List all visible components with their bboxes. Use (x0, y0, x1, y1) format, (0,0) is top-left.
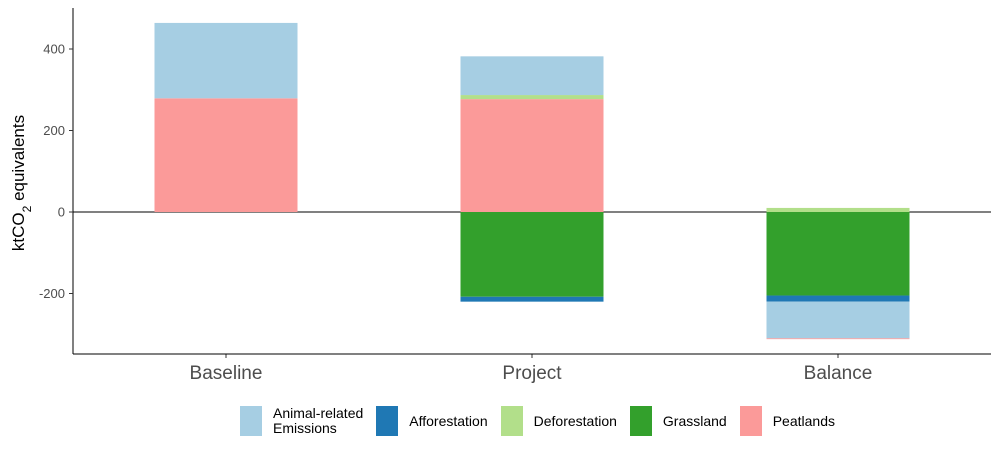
bar-segment (460, 56, 604, 96)
bar-segment (154, 98, 298, 212)
legend-label: Deforestation (533, 412, 617, 429)
bar-segment (460, 296, 604, 302)
y-tick-label: 200 (43, 123, 65, 138)
legend-item-animal: Animal-related Emissions (240, 406, 363, 436)
bars-layer (154, 22, 910, 340)
legend-item-peatlands: Peatlands (739, 406, 835, 436)
axes-layer: Baseline Project Balance -200 0 200 400 (39, 8, 991, 384)
legend-label: Grassland (662, 412, 727, 429)
legend-label: Animal-related Emissions (273, 405, 364, 436)
legend-label: Afforestation (409, 412, 488, 429)
legend-label: Peatlands (772, 412, 835, 429)
bar-segment (460, 212, 604, 297)
x-tick-label: Project (502, 363, 562, 384)
legend-item-grassland: Grassland (629, 406, 727, 436)
bar-segment (460, 95, 604, 100)
bar-segment (766, 212, 910, 296)
y-tick-label: -200 (39, 286, 65, 301)
stacked-bar-chart: Baseline Project Balance -200 0 200 400 ktCO2 … (9, 8, 991, 384)
legend-swatch (500, 406, 523, 436)
legend-swatch (739, 406, 762, 436)
legend-item-afforestation: Afforestation (376, 406, 488, 436)
bar-segment (766, 301, 910, 339)
x-tick-label: Baseline (190, 363, 263, 384)
y-axis-title: ktCO2 equivalents (9, 115, 34, 251)
legend-swatch (376, 406, 399, 436)
legend-item-deforestation: Deforestation (500, 406, 617, 436)
bar-segment (766, 207, 910, 212)
bar-segment (766, 338, 910, 340)
x-tick-label: Balance (804, 363, 873, 384)
bar-segment (460, 99, 604, 212)
bar-segment (154, 22, 298, 99)
legend-swatch (240, 406, 262, 436)
y-tick-label: 400 (43, 42, 65, 57)
legend-swatch (629, 406, 652, 436)
bar-segment (766, 295, 910, 302)
y-tick-label: 0 (58, 205, 65, 220)
legend: Animal-related Emissions Afforestation D… (240, 403, 848, 439)
